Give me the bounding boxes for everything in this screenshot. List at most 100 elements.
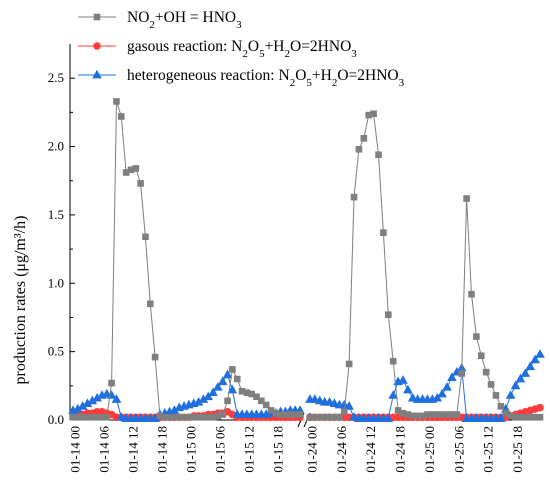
legend-label: heterogeneous reaction: N2O5+H2O=2HNO3 bbox=[127, 67, 405, 89]
x-tick-label: 01-24 06 bbox=[334, 426, 349, 473]
data-point bbox=[209, 413, 217, 421]
data-point bbox=[442, 381, 452, 391]
x-tick-label: 01-25 18 bbox=[510, 426, 525, 473]
data-point bbox=[433, 411, 441, 418]
data-point bbox=[146, 300, 154, 308]
data-point bbox=[93, 42, 101, 50]
data-point bbox=[306, 413, 314, 421]
data-point bbox=[344, 401, 354, 410]
data-point bbox=[253, 393, 260, 401]
series-layer bbox=[68, 98, 545, 423]
data-point bbox=[180, 413, 188, 421]
y-tick-label: 1.5 bbox=[48, 207, 64, 222]
data-point bbox=[520, 368, 531, 377]
x-tick-label: 01-24 18 bbox=[393, 426, 408, 473]
data-point bbox=[161, 413, 169, 421]
data-point bbox=[185, 413, 193, 421]
data-point bbox=[326, 413, 333, 421]
y-tick-label: 1.0 bbox=[48, 275, 64, 290]
data-point bbox=[142, 233, 149, 241]
x-tick-label: 01-24 12 bbox=[363, 426, 378, 473]
data-point bbox=[443, 411, 451, 418]
x-tick-label: 01-24 00 bbox=[304, 426, 319, 473]
data-point bbox=[403, 384, 413, 394]
data-point bbox=[531, 413, 539, 421]
data-point bbox=[505, 390, 516, 399]
data-point bbox=[360, 135, 368, 142]
data-point bbox=[190, 413, 198, 421]
series-triangle bbox=[68, 349, 545, 423]
data-point bbox=[151, 353, 159, 361]
data-point bbox=[227, 384, 238, 394]
data-point bbox=[496, 413, 506, 423]
x-tick-label: 01-25 06 bbox=[451, 426, 466, 473]
data-point bbox=[458, 370, 466, 377]
x-tick-label: 01-15 06 bbox=[212, 426, 227, 473]
x-tick-label: 01-14 00 bbox=[67, 426, 82, 473]
data-point bbox=[87, 395, 98, 405]
data-point bbox=[69, 413, 77, 421]
data-point bbox=[291, 411, 299, 418]
data-point bbox=[208, 387, 218, 397]
data-point bbox=[331, 413, 338, 421]
data-point bbox=[150, 413, 160, 423]
data-point bbox=[311, 413, 319, 421]
data-point bbox=[203, 391, 214, 401]
data-point bbox=[277, 411, 284, 418]
x-tick-label: 01-14 12 bbox=[125, 426, 140, 473]
data-point bbox=[224, 397, 231, 405]
data-point bbox=[217, 376, 228, 386]
legend-label: gasous reaction: N2O5+H2O=2HNO3 bbox=[127, 38, 357, 60]
data-point bbox=[389, 357, 397, 365]
data-point bbox=[482, 368, 490, 376]
data-point bbox=[365, 111, 373, 119]
data-point bbox=[98, 413, 106, 421]
y-tick-label: 2.0 bbox=[48, 139, 64, 154]
data-point bbox=[419, 412, 426, 420]
data-point bbox=[166, 413, 173, 421]
data-point bbox=[463, 195, 470, 202]
x-tick-label: 01-25 12 bbox=[481, 426, 496, 473]
data-point bbox=[316, 413, 324, 421]
series-line bbox=[73, 101, 300, 418]
data-point bbox=[515, 373, 526, 383]
legend-label: NO2+OH = HNO3 bbox=[127, 9, 242, 31]
data-point bbox=[93, 13, 101, 21]
data-point bbox=[89, 413, 96, 421]
data-point bbox=[487, 381, 495, 388]
series-square bbox=[69, 98, 544, 421]
data-point bbox=[517, 413, 524, 421]
data-point bbox=[512, 413, 519, 421]
data-point bbox=[137, 180, 144, 187]
data-point bbox=[229, 366, 236, 373]
data-point bbox=[522, 413, 529, 421]
data-point bbox=[409, 412, 417, 420]
data-point bbox=[282, 411, 289, 418]
data-point bbox=[195, 413, 202, 421]
data-point bbox=[526, 413, 534, 421]
data-point bbox=[536, 403, 544, 412]
data-point bbox=[535, 349, 545, 358]
data-point bbox=[447, 372, 457, 382]
x-tick-label: 01-15 12 bbox=[241, 426, 256, 473]
data-point bbox=[477, 352, 485, 360]
data-point bbox=[214, 412, 222, 420]
data-point bbox=[92, 392, 102, 402]
data-point bbox=[238, 387, 246, 395]
data-point bbox=[321, 413, 328, 421]
y-tick-label: 2.5 bbox=[48, 70, 64, 85]
data-point bbox=[345, 360, 353, 368]
data-point bbox=[132, 165, 140, 172]
data-point bbox=[73, 403, 83, 413]
data-point bbox=[399, 409, 407, 417]
y-tick-label: 0.5 bbox=[48, 344, 64, 359]
data-point bbox=[424, 411, 431, 418]
data-point bbox=[383, 413, 394, 423]
data-point bbox=[198, 394, 209, 403]
x-tick-label: 01-14 06 bbox=[96, 426, 111, 473]
data-point bbox=[432, 392, 443, 402]
data-point bbox=[287, 411, 294, 418]
data-point bbox=[502, 409, 510, 417]
data-point bbox=[492, 392, 500, 399]
